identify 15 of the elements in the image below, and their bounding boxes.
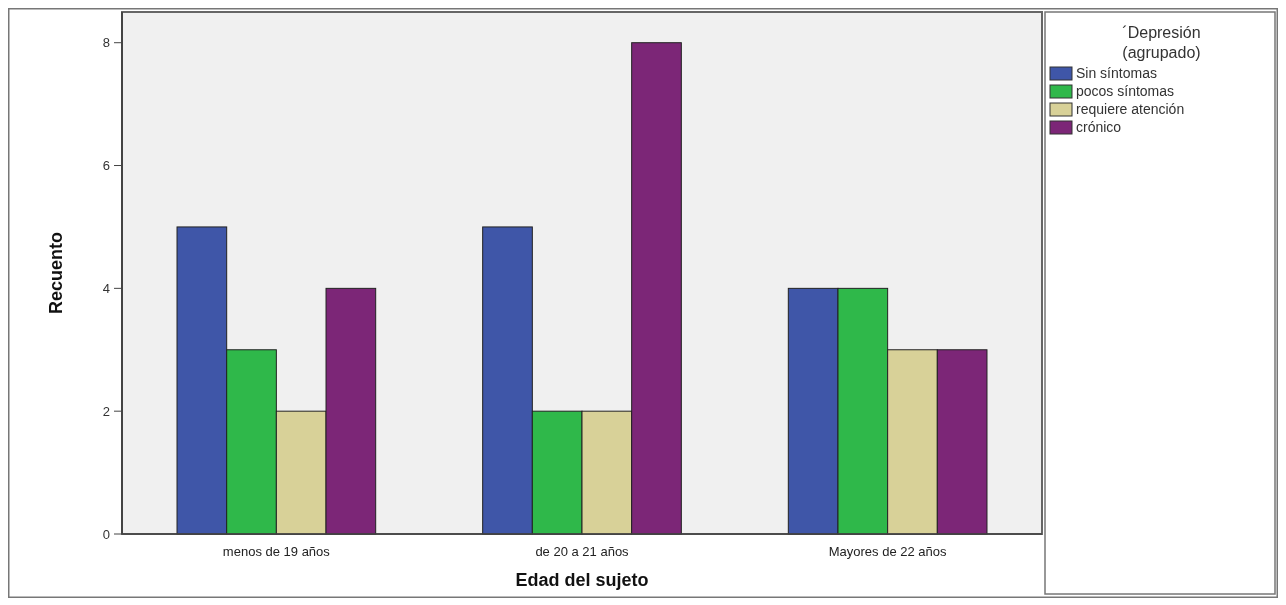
y-tick-label: 8 bbox=[102, 35, 110, 51]
x-tick-label: menos de 19 años bbox=[222, 544, 331, 559]
y-tick-label: 0 bbox=[102, 526, 110, 542]
legend-label: requiere atención bbox=[1076, 101, 1185, 117]
y-tick-label: 4 bbox=[102, 280, 110, 296]
x-tick-label: de 20 a 21 años bbox=[535, 544, 630, 559]
y-tick-label: 6 bbox=[102, 158, 110, 174]
legend-title: ´Depresión (agrupado) bbox=[1122, 24, 1201, 61]
x-axis-title: Edad del sujeto bbox=[515, 570, 649, 590]
legend-label: crónico bbox=[1076, 119, 1122, 135]
x-tick-label: Mayores de 22 años bbox=[828, 544, 948, 559]
legend-label: Sin síntomas bbox=[1076, 65, 1157, 81]
legend-label: pocos síntomas bbox=[1076, 83, 1175, 99]
y-tick-label: 2 bbox=[102, 403, 110, 419]
y-axis-title: Recuento bbox=[46, 231, 66, 315]
